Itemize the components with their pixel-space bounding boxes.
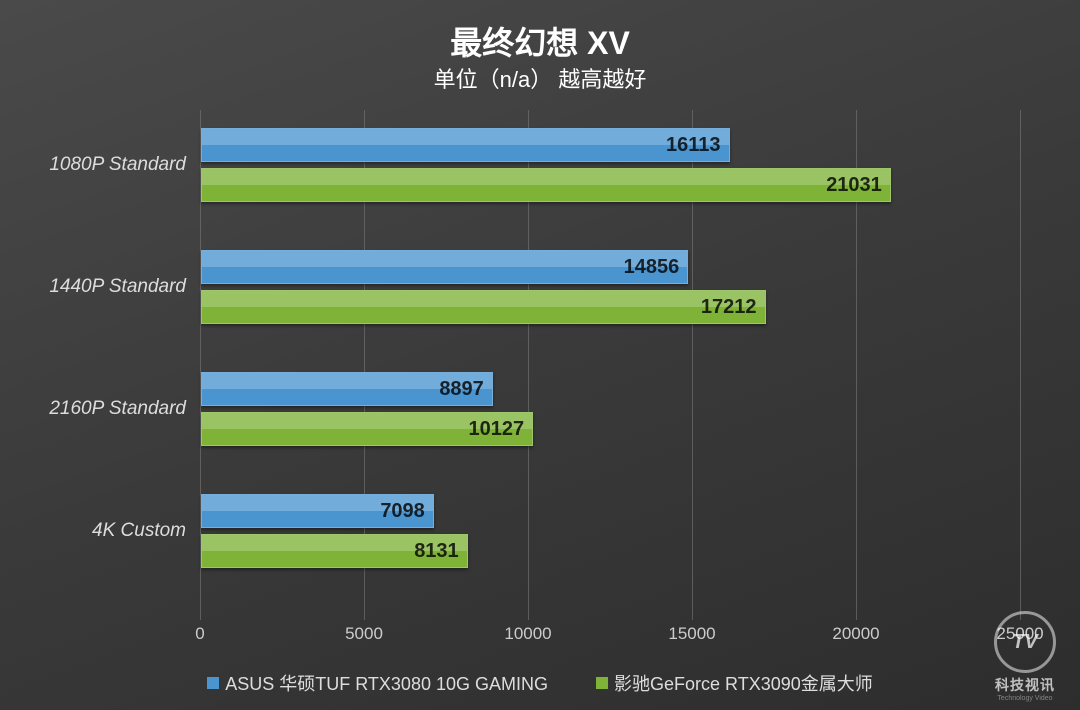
gridline xyxy=(1020,110,1021,620)
category-label: 4K Custom xyxy=(6,520,186,542)
bar: 17212 xyxy=(201,290,766,324)
xtick-label: 10000 xyxy=(504,624,551,644)
xtick-label: 15000 xyxy=(668,624,715,644)
chart-title: 最终幻想 XV xyxy=(0,18,1080,64)
bar-value-label: 21031 xyxy=(826,169,882,201)
bar-group: 1080P Standard1611321031 xyxy=(200,128,1020,202)
bar: 10127 xyxy=(201,412,533,446)
bar: 14856 xyxy=(201,250,688,284)
legend-label-1: 影驰GeForce RTX3090金属大师 xyxy=(614,670,873,696)
xtick-label: 5000 xyxy=(345,624,383,644)
bar: 16113 xyxy=(201,128,730,162)
bar: 8131 xyxy=(201,534,468,568)
bar-value-label: 8897 xyxy=(439,373,484,405)
watermark-text: 科技视讯 xyxy=(980,675,1070,695)
legend-item-0: ASUS 华硕TUF RTX3080 10G GAMING xyxy=(207,670,548,696)
legend-swatch-1 xyxy=(596,677,608,689)
xtick-label: 20000 xyxy=(832,624,879,644)
bar: 21031 xyxy=(201,168,891,202)
bar-group: 4K Custom70988131 xyxy=(200,494,1020,568)
category-label: 1440P Standard xyxy=(6,276,186,298)
legend-swatch-0 xyxy=(207,677,219,689)
bar-group: 2160P Standard889710127 xyxy=(200,372,1020,446)
chart-subtitle: 单位（n/a） 越高越好 xyxy=(0,62,1080,94)
legend-label-0: ASUS 华硕TUF RTX3080 10G GAMING xyxy=(225,670,548,696)
bar-value-label: 7098 xyxy=(380,495,425,527)
bar: 8897 xyxy=(201,372,493,406)
bar: 7098 xyxy=(201,494,434,528)
watermark: TV 科技视讯 Technology Video xyxy=(980,611,1070,702)
watermark-sub: Technology Video xyxy=(980,695,1070,702)
bar-group: 1440P Standard1485617212 xyxy=(200,250,1020,324)
category-label: 2160P Standard xyxy=(6,398,186,420)
bar-value-label: 8131 xyxy=(414,535,459,567)
legend: ASUS 华硕TUF RTX3080 10G GAMING 影驰GeForce … xyxy=(0,670,1080,696)
legend-item-1: 影驰GeForce RTX3090金属大师 xyxy=(596,670,873,696)
benchmark-chart: 最终幻想 XV 单位（n/a） 越高越好 0500010000150002000… xyxy=(0,0,1080,710)
bar-value-label: 14856 xyxy=(624,251,680,283)
plot-area: 05000100001500020000250001080P Standard1… xyxy=(200,110,1020,620)
watermark-circle: TV xyxy=(994,611,1056,673)
xtick-label: 0 xyxy=(195,624,204,644)
bar-value-label: 16113 xyxy=(666,129,721,161)
bar-value-label: 10127 xyxy=(469,413,525,445)
bar-value-label: 17212 xyxy=(701,291,757,323)
category-label: 1080P Standard xyxy=(6,154,186,176)
